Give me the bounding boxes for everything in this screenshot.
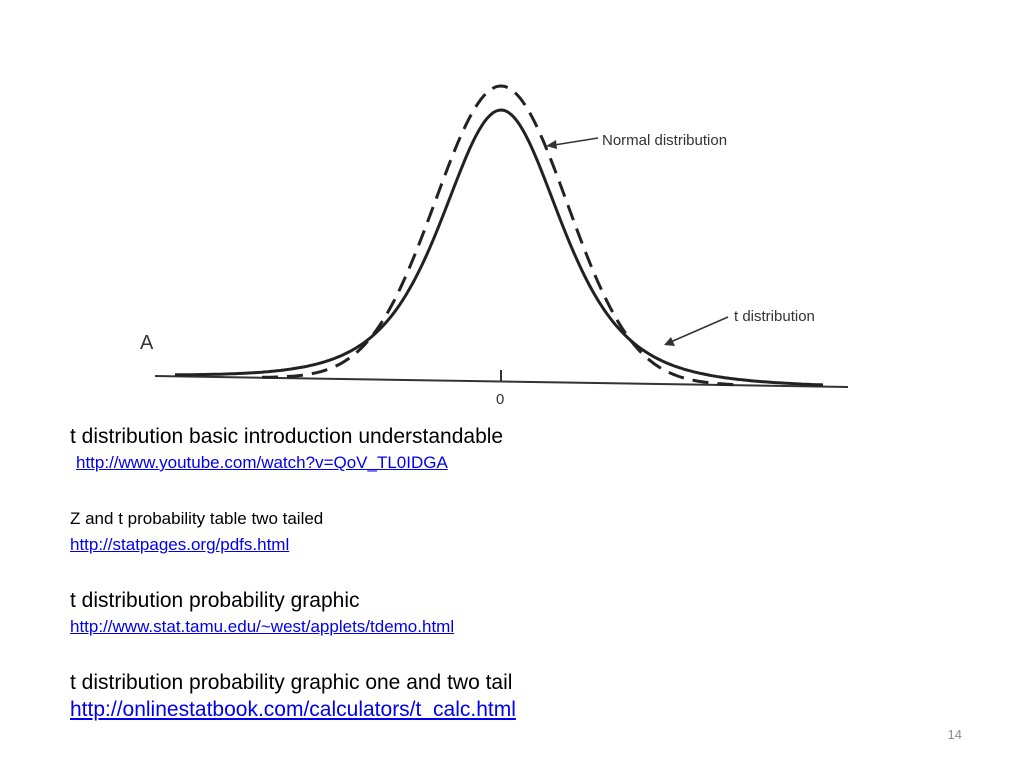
normal-distribution-label: Normal distribution <box>602 132 727 149</box>
t-label-arrowhead <box>664 337 675 346</box>
t-distribution-label: t distribution <box>734 308 815 325</box>
t-distribution-curve <box>175 108 824 387</box>
link-heading-4: t distribution probability graphic one a… <box>70 671 513 694</box>
link-block-3: t distribution probability graphic http:… <box>70 589 454 637</box>
statpages-link[interactable]: http://statpages.org/pdfs.html <box>70 535 290 554</box>
tamu-applet-link[interactable]: http://www.stat.tamu.edu/~west/applets/t… <box>70 617 455 636</box>
panel-letter: A <box>140 332 154 354</box>
link-block-1: t distribution basic introduction unders… <box>70 425 503 473</box>
link-block-2: Z and t probability table two tailed htt… <box>70 509 323 555</box>
link-heading-1: t distribution basic introduction unders… <box>70 425 504 448</box>
slide-number: 14 <box>947 727 962 742</box>
normal-distribution-curve <box>262 84 740 387</box>
link-block-4: t distribution probability graphic one a… <box>70 671 516 722</box>
link-heading-3: t distribution probability graphic <box>70 589 360 612</box>
distribution-figure: A 0 Normal distribution t distribution <box>140 84 849 408</box>
onlinestatbook-link[interactable]: http://onlinestatbook.com/calculators/t_… <box>70 698 516 721</box>
t-label-pointer <box>665 316 729 345</box>
normal-label-arrowhead <box>546 140 557 149</box>
link-heading-2: Z and t probability table two tailed <box>70 509 324 528</box>
youtube-link[interactable]: http://www.youtube.com/watch?v=QoV_TL0ID… <box>76 453 448 472</box>
axis-zero-label: 0 <box>496 391 504 408</box>
